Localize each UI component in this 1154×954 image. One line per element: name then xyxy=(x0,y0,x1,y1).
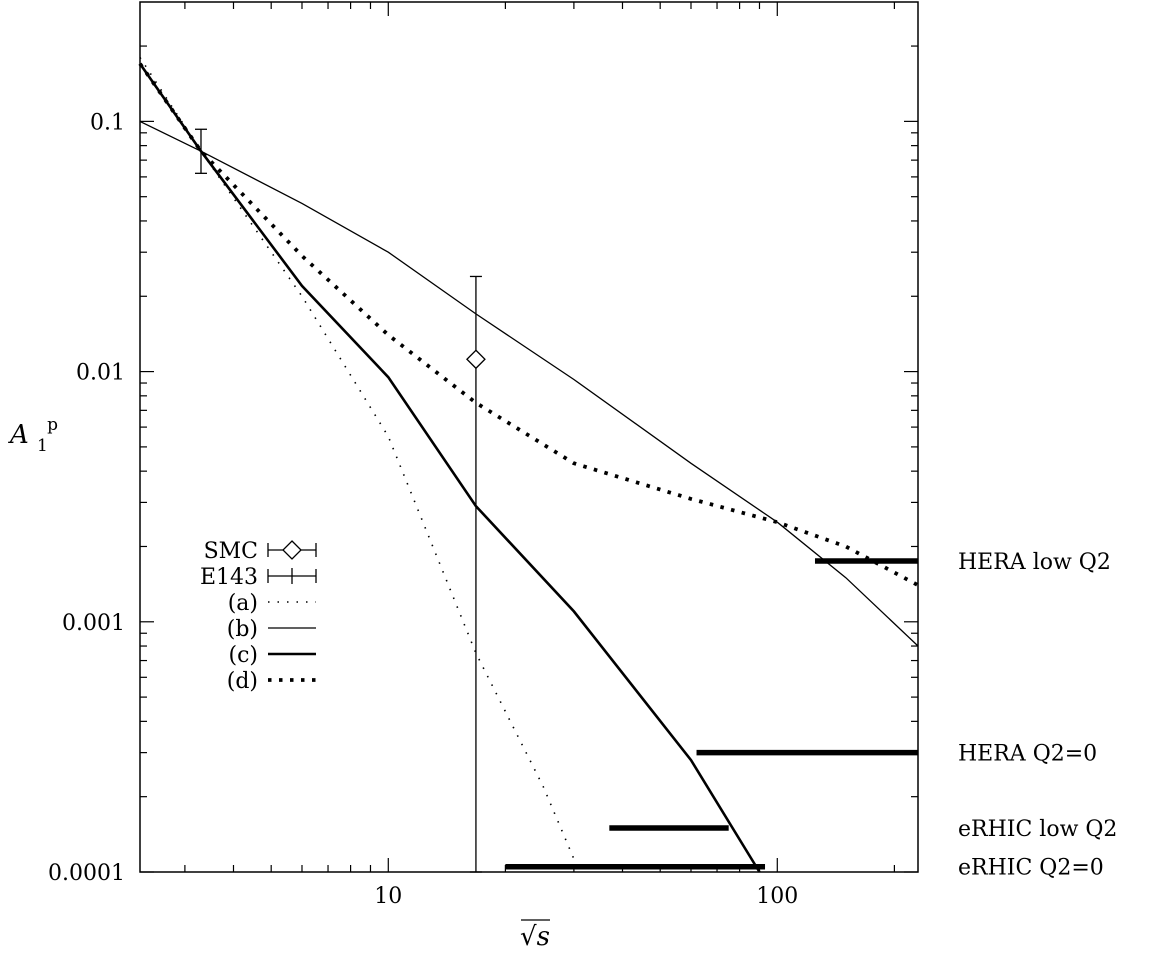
legend-label: (d) xyxy=(227,669,258,694)
legend-label: SMC xyxy=(204,539,258,564)
series-d-line xyxy=(138,62,919,587)
y-axis-title-sup: p xyxy=(47,415,58,435)
x-tick-label: 100 xyxy=(756,884,798,909)
range-label: HERA low Q2 xyxy=(958,550,1111,575)
plot-frame xyxy=(139,1,919,873)
series-b-line xyxy=(139,120,919,647)
range-label: eRHIC low Q2 xyxy=(958,817,1117,842)
data-points xyxy=(194,128,486,873)
legend-label: E143 xyxy=(200,565,258,590)
range-label: HERA Q2=0 xyxy=(958,742,1097,767)
y-tick-label: 0.0001 xyxy=(48,861,125,886)
series-c-line xyxy=(138,62,761,873)
y-tick-label: 0.1 xyxy=(90,110,125,135)
range-label: eRHIC Q2=0 xyxy=(958,856,1104,881)
series-group xyxy=(138,57,919,873)
y-tick-label: 0.001 xyxy=(62,611,125,636)
x-tick-label: 10 xyxy=(374,884,402,909)
legend-swatch-diamond xyxy=(282,540,302,560)
series-a-line xyxy=(139,57,581,873)
axis-ticks xyxy=(140,2,918,873)
legend-label: (b) xyxy=(227,617,258,642)
y-tick-label: 0.01 xyxy=(76,361,125,386)
legend-label: (a) xyxy=(228,591,258,616)
tick-labels: 10 100 0.0001 0.001 0.01 0.1 xyxy=(48,110,798,909)
point-marker-diamond xyxy=(466,349,486,370)
range-bars: HERA low Q2 HERA Q2=0 eRHIC low Q2 eRHIC Q2… xyxy=(505,550,1117,881)
y-axis-title-sub: 1 xyxy=(37,436,48,456)
x-axis-title-symbol: √s xyxy=(520,922,550,952)
y-axis-title: A 1 p xyxy=(8,415,58,458)
y-axis-title-main: A xyxy=(8,420,29,450)
legend-label: (c) xyxy=(229,643,259,668)
